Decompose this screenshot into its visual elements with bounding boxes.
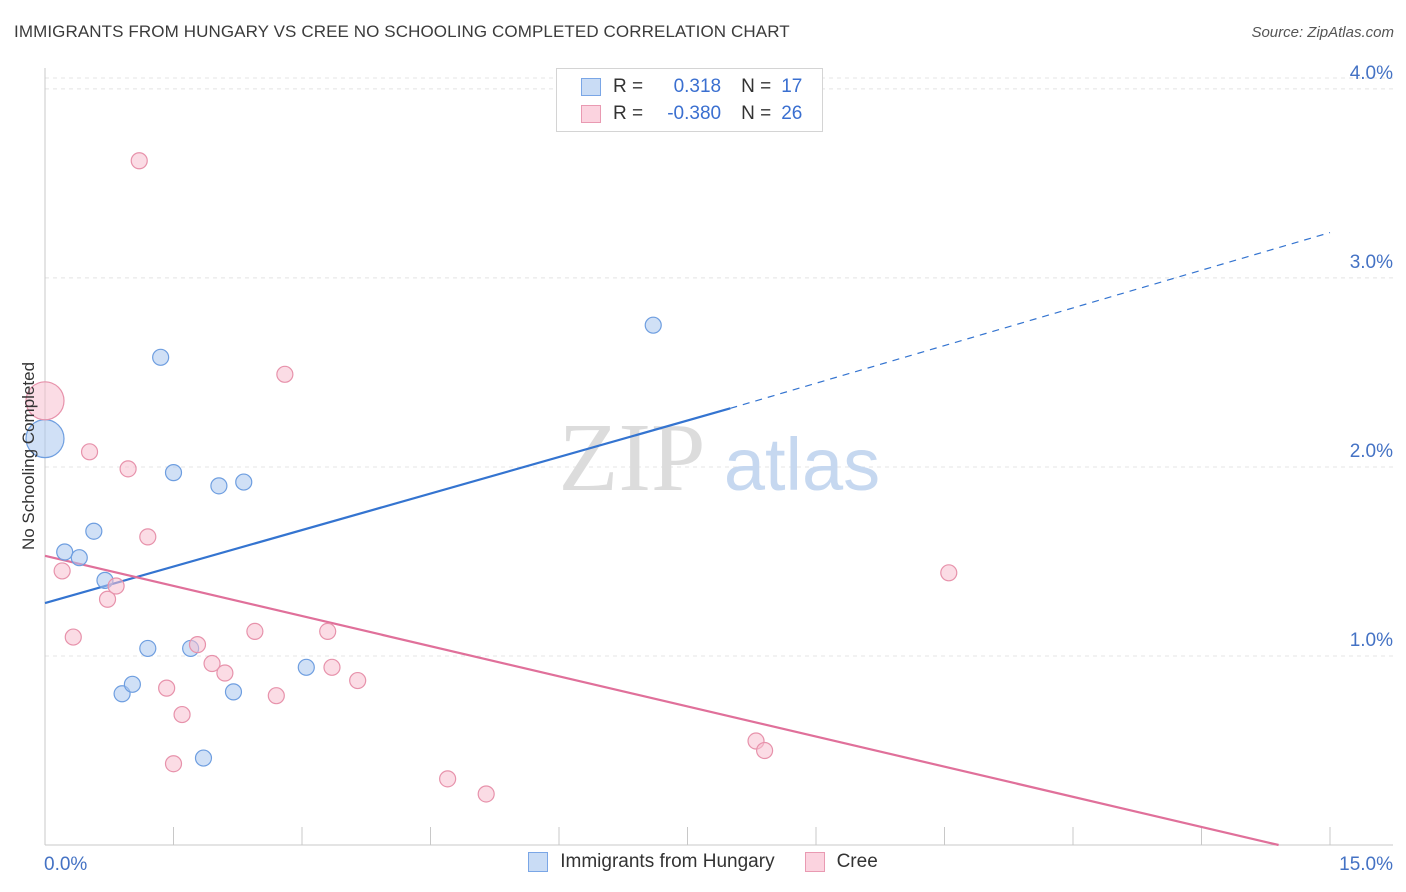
series-label-hungary: Immigrants from Hungary	[560, 851, 775, 872]
point-cree	[940, 564, 958, 582]
y-tick-label: 3.0%	[1350, 252, 1393, 273]
point-cree	[477, 785, 495, 803]
series-legend: Immigrants from Hungary Cree	[0, 851, 1406, 873]
point-hungary	[56, 543, 74, 561]
point-cree	[98, 590, 117, 608]
point-cree	[164, 755, 183, 773]
point-hungary	[164, 464, 183, 482]
x-tick-label-min: 0.0%	[44, 854, 87, 875]
series-legend-cree[interactable]: Cree	[804, 851, 878, 873]
point-hungary	[123, 675, 141, 693]
point-cree	[755, 741, 774, 760]
point-cree	[319, 622, 337, 641]
correlation-legend: R = 0.318 N = 17 R = -0.380 N = 26	[556, 68, 823, 132]
point-cree	[64, 628, 82, 646]
legend-n-value: 17	[781, 76, 803, 97]
point-cree	[107, 577, 125, 595]
point-hungary	[297, 658, 315, 676]
trend-line-cree	[44, 554, 1279, 847]
watermark-atlas: atlas	[724, 423, 880, 506]
point-cree	[439, 770, 457, 788]
watermark-zip: ZIP	[559, 404, 706, 512]
point-cree	[25, 381, 65, 421]
series-swatch-hungary	[528, 852, 549, 872]
point-cree	[53, 562, 71, 580]
series-swatch-cree	[804, 852, 825, 872]
y-axis-title: No Schooling Completed	[19, 362, 38, 550]
legend-n-value: 26	[781, 103, 803, 124]
axis-labels: 1.0% 2.0% 3.0% 4.0% 0.0% 15.0% No Schooling Co…	[19, 63, 1393, 875]
point-cree	[188, 636, 207, 654]
point-hungary	[224, 683, 243, 701]
axes	[44, 68, 1393, 846]
y-tick-label: 2.0%	[1350, 441, 1393, 462]
point-hungary	[85, 522, 103, 540]
point-cree	[246, 622, 264, 641]
grid-lines	[45, 77, 1395, 657]
point-hungary	[70, 549, 88, 567]
legend-r-value: -0.380	[667, 103, 722, 124]
legend-swatch-hungary	[581, 78, 601, 96]
point-cree	[119, 460, 137, 478]
point-cree	[349, 671, 367, 690]
series-hungary-points	[25, 316, 662, 767]
legend-r-label: R =	[613, 76, 644, 97]
point-hungary	[210, 477, 228, 495]
point-hungary	[235, 473, 253, 491]
chart-title: IMMIGRANTS FROM HUNGARY VS CREE NO SCHOO…	[14, 22, 790, 41]
point-hungary	[644, 316, 662, 334]
point-hungary	[152, 348, 170, 366]
y-tick-label: 4.0%	[1350, 63, 1393, 84]
series-legend-hungary[interactable]: Immigrants from Hungary	[528, 851, 775, 873]
legend-swatch-cree	[581, 105, 601, 123]
point-cree	[158, 679, 176, 697]
x-tick-label-max: 15.0%	[1339, 854, 1393, 875]
point-cree	[276, 365, 294, 383]
point-cree	[216, 664, 234, 682]
trend-lines	[44, 231, 1331, 847]
legend-row-hungary: R = 0.318 N = 17	[581, 74, 802, 100]
point-hungary	[194, 749, 213, 767]
point-hungary	[139, 639, 157, 658]
legend-n-label: N =	[741, 103, 772, 124]
trend-line-hungary	[44, 407, 731, 605]
legend-r-value: 0.318	[673, 76, 722, 97]
legend-row-cree: R = -0.380 N = 26	[581, 101, 802, 127]
legend-n-label: N =	[741, 76, 772, 97]
series-cree-points	[25, 152, 958, 803]
data-points	[25, 152, 958, 803]
source-label: Source: ZipAtlas.com	[1251, 24, 1394, 41]
point-cree	[139, 528, 157, 546]
point-cree	[130, 152, 148, 170]
point-cree	[173, 705, 191, 724]
point-cree	[323, 658, 341, 676]
trend-line-hungary-extension	[730, 231, 1331, 409]
y-tick-label: 1.0%	[1350, 630, 1393, 651]
point-cree	[80, 443, 99, 461]
series-label-cree: Cree	[836, 851, 878, 872]
watermark: ZIP atlas	[559, 404, 881, 512]
point-cree	[267, 687, 285, 705]
legend-r-label: R =	[613, 103, 644, 124]
point-cree	[203, 654, 221, 673]
